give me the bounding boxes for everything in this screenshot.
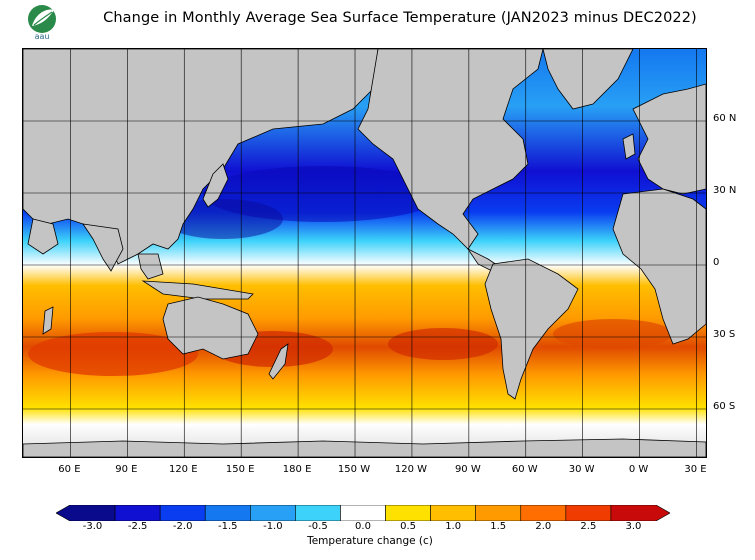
latitude-label: 30 S bbox=[713, 329, 736, 340]
colorbar-bin bbox=[475, 505, 522, 521]
colorbar-tick-label: 3.0 bbox=[625, 521, 642, 532]
land-new-zealand bbox=[268, 343, 289, 380]
colorbar-bin bbox=[250, 505, 296, 521]
colorbar-tick-label: -0.5 bbox=[308, 521, 328, 532]
latitude-label: 60 N bbox=[713, 113, 737, 124]
colorbar-tick-label: 1.5 bbox=[490, 521, 507, 532]
longitude-label: 60 E bbox=[58, 464, 81, 475]
land-masses bbox=[23, 49, 706, 457]
graticule bbox=[23, 49, 706, 457]
land-africa bbox=[612, 188, 706, 345]
colorbar-bin bbox=[340, 505, 386, 521]
colorbar-bin bbox=[56, 505, 116, 521]
longitude-label: 150 E bbox=[225, 464, 255, 475]
colorbar-tick-label: -2.5 bbox=[127, 521, 148, 532]
warm-anomaly-south-atlantic bbox=[553, 319, 673, 349]
latitude-label: 30 N bbox=[713, 185, 737, 196]
colorbar-bin bbox=[520, 505, 567, 521]
colorbar-bin bbox=[114, 505, 161, 521]
longitude-label: 90 E bbox=[115, 464, 138, 475]
logo: aau bbox=[20, 2, 68, 42]
map-title: Change in Monthly Average Sea Surface Te… bbox=[103, 10, 697, 26]
longitude-label: 90 W bbox=[454, 464, 481, 475]
colorbar-tick-label: -1.0 bbox=[263, 521, 283, 532]
longitude-label: 120 W bbox=[394, 464, 427, 475]
longitude-label: 150 W bbox=[337, 464, 371, 475]
land-asia bbox=[23, 49, 379, 265]
land-south-america bbox=[484, 258, 579, 400]
colorbar-bin bbox=[295, 505, 341, 521]
colorbar-bin bbox=[565, 505, 612, 521]
colorbar-bin bbox=[159, 505, 206, 521]
colorbar-tick-label: 0.0 bbox=[355, 521, 371, 532]
colorbar-bin bbox=[610, 505, 670, 521]
land-australia bbox=[162, 296, 259, 360]
land-greenland bbox=[542, 49, 634, 110]
sst-change-map bbox=[22, 48, 707, 458]
colorbar-scale bbox=[56, 505, 670, 521]
longitude-label: 180 E bbox=[282, 464, 312, 475]
latitude-label: 60 S bbox=[713, 401, 736, 412]
land-europe bbox=[632, 83, 706, 195]
colorbar-tick-label: 1.0 bbox=[445, 521, 462, 532]
longitude-label: 0 W bbox=[628, 464, 649, 475]
colorbar-bin bbox=[430, 505, 476, 521]
land-uk bbox=[622, 133, 636, 160]
colorbar-tick-label: -2.0 bbox=[172, 521, 193, 532]
logo-text: aau bbox=[35, 32, 50, 41]
longitude-label: 30 W bbox=[568, 464, 595, 475]
map-canvas bbox=[23, 49, 706, 457]
colorbar-tick-label: 2.0 bbox=[535, 521, 552, 532]
colorbar-tick-label: 0.5 bbox=[400, 521, 417, 532]
land-antarctica bbox=[23, 438, 706, 457]
longitude-label: 30 E bbox=[684, 464, 707, 475]
leaf-logo-icon: aau bbox=[28, 5, 56, 41]
colorbar-bin bbox=[204, 505, 251, 521]
land-madagascar bbox=[42, 306, 54, 335]
colorbar-tick-label: -3.0 bbox=[82, 521, 103, 532]
land-southeast-asia bbox=[137, 253, 164, 280]
warm-anomaly-east-pacific bbox=[388, 328, 498, 360]
colorbar-tick-label: -1.5 bbox=[218, 521, 238, 532]
longitude-label: 120 E bbox=[168, 464, 198, 475]
land-north-america bbox=[357, 49, 544, 250]
land-indonesia bbox=[141, 280, 254, 300]
colorbar-tick-label: 2.5 bbox=[580, 521, 597, 532]
colorbar-label: Temperature change (c) bbox=[307, 535, 433, 547]
colorbar bbox=[56, 505, 670, 521]
land-india bbox=[82, 223, 124, 272]
colorbar-bin bbox=[385, 505, 431, 521]
longitude-label: 60 W bbox=[511, 464, 538, 475]
latitude-label: 0 bbox=[713, 257, 720, 268]
land-arabia bbox=[27, 218, 59, 255]
land-japan bbox=[202, 163, 229, 208]
